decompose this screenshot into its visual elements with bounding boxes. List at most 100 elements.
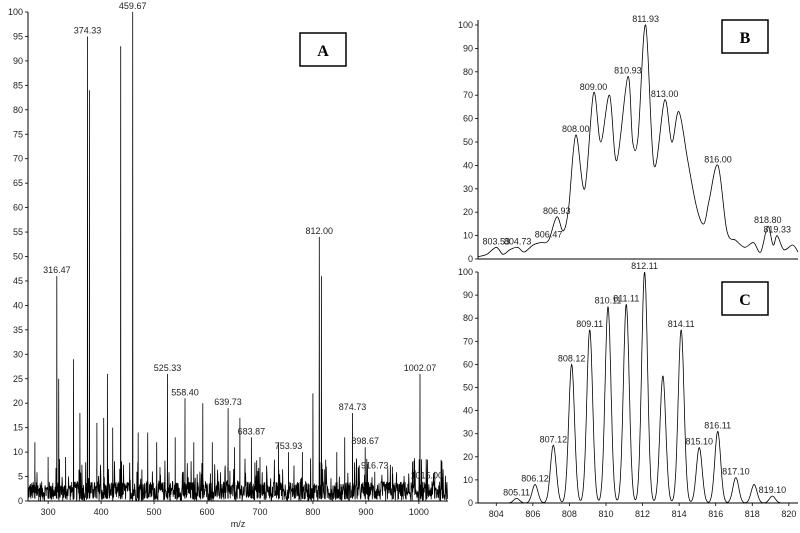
panel-a-y-tick-label: 65 <box>13 178 23 188</box>
panel-c-peak-label: 814.11 <box>668 319 695 329</box>
panel-a-y-tick-label: 55 <box>13 227 23 237</box>
panel-c-y-tick-label: 100 <box>458 267 473 277</box>
panel-a-peak-label: 316.47 <box>43 265 71 275</box>
panel-a-peak-label: 683.87 <box>238 426 266 436</box>
panel-c-peak-label: 809.11 <box>576 319 603 329</box>
panel-c-peak-label: 817.10 <box>722 467 750 477</box>
panel-c-peak-label: 810.11 <box>595 296 622 306</box>
panel-a-y-tick-label: 100 <box>8 7 23 17</box>
panel-a-y-tick-label: 0 <box>18 496 23 506</box>
panel-c-x-tick-label: 806 <box>525 509 540 519</box>
panel-c-x-ticks: 804 806 808 810 812 814 816 818 820 <box>489 503 796 519</box>
panel-c-x-tick-label: 818 <box>745 509 760 519</box>
panel-c-spectrum-trace <box>478 272 798 504</box>
panel-a-y-tick-label: 80 <box>13 105 23 115</box>
panel-b-peak-label: 811.93 <box>632 14 659 24</box>
panel-c-peak-labels: 805.11 806.12 807.12 808.12 809.11 810.11811.… <box>503 261 786 497</box>
panel-a-x-tick-label: 300 <box>41 507 56 517</box>
panel-b-peak-label: 806.93 <box>543 206 571 216</box>
panel-c-y-ticks: 0 10 20 30 40 50 60 70 80 90 100 <box>458 267 478 508</box>
panel-c-peak-label: 812.11 <box>631 261 658 271</box>
panel-a-peak-label: 874.73 <box>339 402 367 412</box>
panel-a-peak-label: 753.93 <box>275 441 303 451</box>
panel-b-peak-label: 804.73 <box>504 236 532 246</box>
panel-b-y-tick-label: 90 <box>463 43 473 53</box>
panel-b-y-ticks: 0 10 20 30 40 50 60 70 80 90 100 <box>458 20 478 264</box>
panel-c-x-tick-label: 814 <box>672 509 687 519</box>
panel-c-peak-label: 808.12 <box>558 353 586 363</box>
panel-a-y-ticks: 0 5 10 15 20 25 30 35 40 45 50 55 60 65 70 75 80 85 90 95 10… <box>8 7 28 506</box>
panel-b-peak-label: 809.00 <box>580 82 608 92</box>
panel-a-x-axis-title: m/z <box>231 519 246 529</box>
panel-a-y-tick-label: 70 <box>13 154 23 164</box>
panel-c-y-tick-label: 30 <box>463 429 473 439</box>
panel-a-y-tick-label: 50 <box>13 252 23 262</box>
panel-a-peak-label: 812.00 <box>306 226 334 236</box>
panel-c-y-tick-label: 80 <box>463 313 473 323</box>
panel-c-x-tick-label: 812 <box>635 509 650 519</box>
panel-b-peak-label: 806.47 <box>535 229 563 239</box>
panel-a-y-tick-label: 40 <box>13 300 23 310</box>
panel-a-spectrum: A 0 5 10 15 20 25 30 35 40 45 50 55 60 65 70 75 80 85 90 95… <box>8 1 449 529</box>
panel-b-peak-label: 819.33 <box>763 225 791 235</box>
panel-b-y-tick-label: 30 <box>463 184 473 194</box>
panel-b-peak-label: 813.00 <box>651 89 679 99</box>
panel-a-peak-label: 459.67 <box>119 1 147 11</box>
panel-a-label-box <box>299 32 347 67</box>
panel-b-spectrum-trace <box>477 24 799 258</box>
panel-c-y-tick-label: 50 <box>463 383 473 393</box>
panel-c-x-tick-label: 820 <box>781 509 796 519</box>
panel-a-x-tick-label: 900 <box>358 507 373 517</box>
panel-a-y-tick-label: 45 <box>13 276 23 286</box>
panel-a-x-tick-label: 800 <box>305 507 320 517</box>
panel-b-y-tick-label: 40 <box>463 160 473 170</box>
panel-a-x-tick-label: 500 <box>147 507 162 517</box>
panel-b-peak-label: 808.00 <box>562 124 590 134</box>
panel-c-peak-label: 811.11 <box>613 293 639 303</box>
panel-b-y-tick-label: 60 <box>463 114 473 124</box>
panel-b-y-tick-label: 20 <box>463 207 473 217</box>
panel-a-y-tick-label: 10 <box>13 447 23 457</box>
panel-a-x-tick-label: 600 <box>200 507 215 517</box>
panel-a-y-tick-label: 75 <box>13 129 23 139</box>
panel-b-y-tick-label: 50 <box>463 137 473 147</box>
panel-b-peak-label: 816.00 <box>704 154 732 164</box>
panel-c-spectrum: C 0 10 20 30 40 50 60 70 80 90 100 804 806 808 810 812… <box>458 261 798 519</box>
panel-c-y-tick-label: 60 <box>463 359 473 369</box>
panel-c-x-tick-label: 816 <box>708 509 723 519</box>
panel-c-letter: C <box>739 292 751 309</box>
panel-a-peak-label: 639.73 <box>214 397 242 407</box>
panel-c-peak-label: 815.10 <box>685 437 713 447</box>
panel-b-y-tick-label: 80 <box>463 67 473 77</box>
panel-c-y-tick-label: 10 <box>463 475 473 485</box>
panel-a-y-tick-label: 35 <box>13 325 23 335</box>
panel-a-peak-label: 558.40 <box>171 387 199 397</box>
panel-b-y-tick-label: 70 <box>463 90 473 100</box>
panel-c-peak-label: 819.10 <box>759 485 787 495</box>
panel-b-peak-label: 810.93 <box>614 65 642 75</box>
panel-c-y-tick-label: 90 <box>463 290 473 300</box>
panel-a-y-tick-label: 60 <box>13 203 23 213</box>
panel-a-y-tick-label: 5 <box>18 472 23 482</box>
panel-a-spectrum-trace <box>27 11 449 502</box>
panel-a-peak-label: 1015.00 <box>411 470 444 480</box>
panel-c-x-tick-label: 804 <box>489 509 504 519</box>
panel-b-label-box <box>721 19 769 54</box>
panel-c-label-box <box>721 281 769 316</box>
panel-a-peak-label: 916.73 <box>361 461 389 471</box>
panel-b-y-tick-label: 10 <box>463 231 473 241</box>
panel-a-y-tick-label: 20 <box>13 398 23 408</box>
panel-c-y-tick-label: 20 <box>463 452 473 462</box>
panel-a-y-tick-label: 85 <box>13 80 23 90</box>
panel-c-peak-label: 807.12 <box>540 434 568 444</box>
panel-a-y-tick-label: 15 <box>13 423 23 433</box>
panel-a-y-tick-label: 30 <box>13 349 23 359</box>
panel-c-y-tick-label: 40 <box>463 406 473 416</box>
panel-c-peak-label: 806.12 <box>521 474 549 484</box>
panel-b-y-tick-label: 0 <box>468 254 473 264</box>
panel-c-y-tick-label: 70 <box>463 336 473 346</box>
panel-b-letter: B <box>740 30 751 47</box>
panel-a-peak-label: 898.67 <box>351 436 379 446</box>
